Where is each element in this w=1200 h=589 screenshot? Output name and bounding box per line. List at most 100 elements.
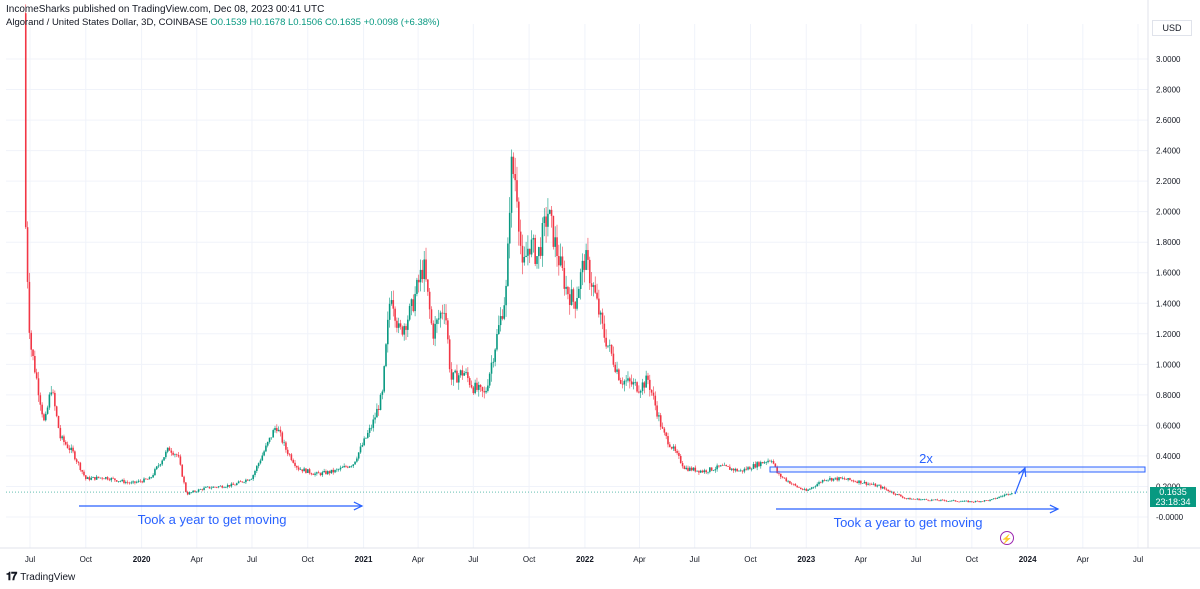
candle-body	[48, 394, 51, 408]
candle-body	[52, 392, 54, 394]
candle-body	[401, 326, 404, 335]
candle-body	[909, 497, 911, 500]
candle-body	[765, 462, 768, 463]
candle-body	[308, 469, 311, 474]
candle-body	[194, 490, 196, 492]
candle-body	[286, 449, 289, 455]
candle-body	[945, 500, 948, 502]
candle-body	[792, 483, 795, 485]
candle-body	[552, 215, 555, 247]
candle-body	[254, 470, 256, 476]
candle-body	[987, 500, 990, 501]
candle-body	[461, 370, 464, 376]
candle-body	[658, 415, 660, 417]
candle-body	[772, 461, 775, 464]
candle-body	[374, 417, 376, 420]
candle-body	[809, 488, 811, 490]
candle-body	[732, 468, 735, 471]
candle-body	[419, 269, 422, 283]
lightning-event-icon[interactable]: ⚡	[1000, 531, 1014, 545]
candle-body	[896, 494, 899, 495]
candle-body	[199, 489, 202, 490]
candle-body	[485, 390, 487, 393]
candle-body	[59, 427, 62, 439]
candle-body	[756, 462, 758, 468]
candle-body	[356, 458, 358, 462]
candle-body	[960, 501, 962, 503]
candle-body	[752, 464, 755, 469]
candle-body	[266, 441, 269, 446]
candlestick-series	[24, 4, 1013, 503]
footer-branding[interactable]: 𝟏𝟕 TradingView	[6, 571, 75, 584]
candle-body	[359, 446, 362, 453]
candle-body	[710, 467, 713, 471]
candle-body	[75, 459, 78, 462]
last-price-value: 0.1635	[1159, 487, 1187, 497]
right-annotation-text: Took a year to get moving	[834, 515, 983, 530]
candle-body	[810, 487, 813, 489]
price-tick-label: 2.2000	[1156, 177, 1181, 186]
candle-body	[72, 447, 74, 452]
candle-body	[230, 483, 233, 487]
candle-body	[185, 482, 187, 492]
candle-body	[521, 245, 524, 263]
candle-body	[539, 247, 542, 256]
candle-body	[159, 464, 162, 466]
candle-body	[958, 501, 960, 503]
currency-label[interactable]: USD	[1152, 20, 1192, 36]
candle-body	[527, 248, 529, 256]
time-tick-label: Jul	[25, 555, 35, 564]
candle-body	[24, 13, 27, 228]
candle-body	[719, 465, 722, 467]
candle-body	[679, 455, 682, 463]
candle-body	[436, 319, 438, 324]
candle-body	[172, 452, 174, 455]
candle-body	[712, 470, 715, 471]
candle-body	[669, 444, 671, 448]
candle-body	[237, 481, 240, 484]
candle-body	[410, 299, 413, 306]
candle-body	[607, 345, 609, 347]
time-tick-label: Jul	[911, 555, 921, 564]
candle-body	[416, 279, 418, 294]
candle-body	[605, 337, 607, 347]
candle-body	[783, 477, 786, 479]
price-axis[interactable]: 3.0000 2.8000 2.6000 2.4000 2.2000 2.0000 1.80…	[1147, 0, 1184, 548]
candle-body	[625, 380, 627, 382]
time-axis[interactable]: Jul Oct 2020 Apr Jul Oct 2021 Apr Jul Oct 2022 Apr J…	[0, 547, 1200, 564]
candle-body	[394, 308, 396, 321]
symbol-legend[interactable]: Algorand / United States Dollar, 3D, COI…	[6, 17, 440, 28]
candle-body	[971, 501, 973, 503]
candle-body	[44, 413, 47, 421]
time-tick-label: Oct	[80, 555, 93, 564]
candle-body	[316, 472, 318, 474]
candle-body	[941, 499, 944, 501]
candle-body	[738, 470, 740, 472]
candle-body	[736, 468, 738, 472]
candle-body	[872, 483, 875, 485]
candle-body	[276, 428, 278, 432]
candle-body	[643, 382, 646, 388]
candle-body	[447, 320, 449, 340]
candle-body	[689, 467, 691, 471]
candle-body	[499, 316, 502, 326]
candle-body	[277, 429, 280, 432]
candle-body	[594, 285, 597, 293]
price-tick-label: 1.2000	[1156, 330, 1181, 339]
candle-body	[388, 303, 391, 320]
candle-body	[701, 470, 704, 473]
candle-body	[259, 460, 262, 464]
candle-body	[630, 381, 633, 385]
candle-body	[852, 480, 855, 482]
candle-body	[681, 462, 684, 467]
candle-body	[785, 478, 788, 482]
candle-body	[729, 466, 731, 470]
candle-body	[166, 447, 169, 452]
candle-body	[981, 501, 984, 502]
candle-body	[175, 454, 178, 455]
candle-body	[243, 482, 245, 483]
candle-body	[512, 156, 515, 175]
candle-body	[188, 492, 191, 495]
candle-body	[934, 499, 937, 501]
